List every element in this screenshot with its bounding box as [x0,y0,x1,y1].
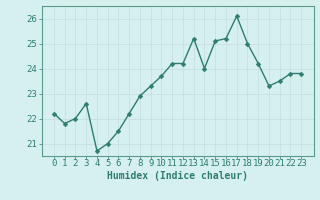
X-axis label: Humidex (Indice chaleur): Humidex (Indice chaleur) [107,171,248,181]
